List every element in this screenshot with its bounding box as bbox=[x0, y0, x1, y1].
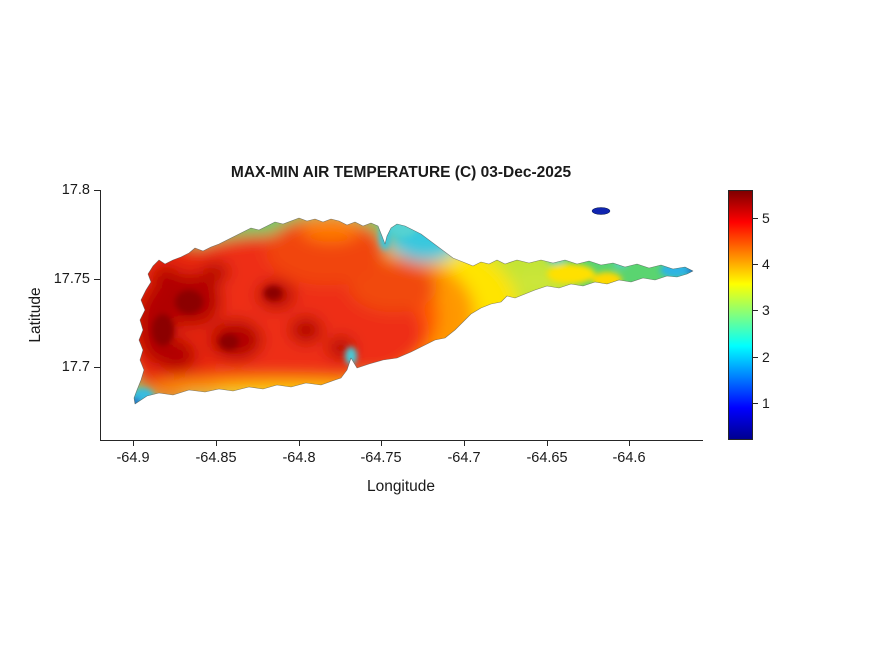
x-tick-label: -64.9 bbox=[116, 450, 150, 466]
colorbar-tick-label: 5 bbox=[762, 210, 770, 226]
x-tick-mark bbox=[547, 441, 548, 446]
colorbar-tick-mark bbox=[753, 403, 758, 404]
y-tick-label: 17.75 bbox=[53, 271, 90, 287]
x-tick-mark bbox=[381, 441, 382, 446]
colorbar-tick-mark bbox=[753, 357, 758, 358]
island-fill bbox=[134, 218, 693, 404]
y-tick-mark bbox=[94, 190, 100, 191]
y-tick-label: 17.8 bbox=[61, 182, 90, 198]
heatmap-canvas bbox=[133, 207, 694, 405]
x-tick-label: -64.6 bbox=[612, 450, 646, 466]
colorbar-tick-mark bbox=[753, 218, 758, 219]
y-tick-mark bbox=[94, 367, 100, 368]
x-tick-mark bbox=[133, 441, 134, 446]
x-axis-label: Longitude bbox=[366, 478, 436, 495]
island-outline bbox=[133, 217, 694, 405]
chart-title: MAX-MIN AIR TEMPERATURE (C) 03-Dec-2025 bbox=[230, 164, 572, 181]
x-tick-label: -64.7 bbox=[447, 450, 481, 466]
colorbar-tick-label: 3 bbox=[762, 302, 770, 318]
x-tick-mark bbox=[299, 441, 300, 446]
x-tick-label: -64.75 bbox=[360, 450, 402, 466]
y-tick-mark bbox=[94, 279, 100, 280]
colorbar-tick-label: 2 bbox=[762, 349, 770, 365]
x-tick-label: -64.85 bbox=[195, 450, 237, 466]
y-axis-label: Latitude bbox=[27, 287, 44, 343]
colorbar bbox=[728, 190, 753, 440]
colorbar-tick-mark bbox=[753, 264, 758, 265]
x-tick-label: -64.8 bbox=[282, 450, 316, 466]
colorbar-tick-label: 1 bbox=[762, 395, 770, 411]
x-tick-mark bbox=[629, 441, 630, 446]
x-tick-label: -64.65 bbox=[526, 450, 568, 466]
plot-area bbox=[100, 190, 703, 441]
y-tick-label: 17.7 bbox=[61, 359, 90, 375]
colorbar-tick-mark bbox=[753, 310, 758, 311]
colorbar-tick-label: 4 bbox=[762, 256, 770, 272]
x-tick-mark bbox=[216, 441, 217, 446]
offshore-cay bbox=[591, 207, 611, 215]
x-tick-mark bbox=[464, 441, 465, 446]
